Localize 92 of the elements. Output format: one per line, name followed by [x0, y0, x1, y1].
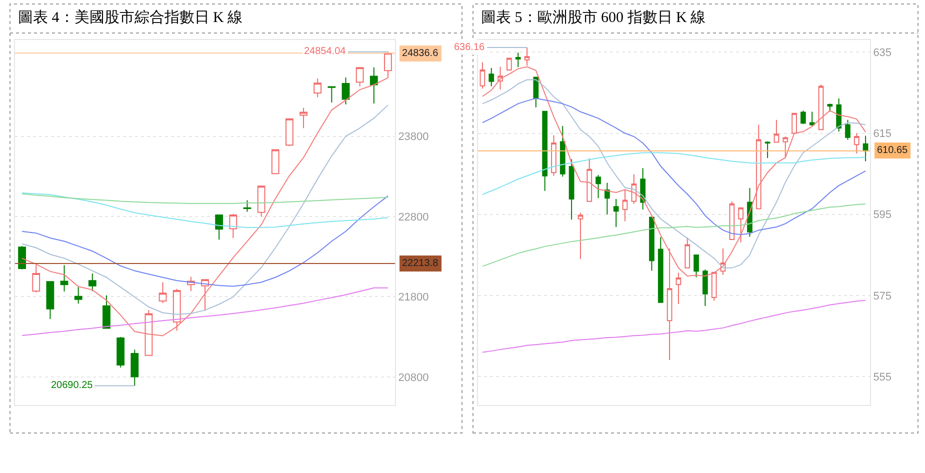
candlestick [774, 119, 780, 143]
candlestick [32, 264, 40, 293]
ref-line-label: 24836.6 [402, 48, 439, 59]
candlestick [738, 207, 744, 243]
candlestick [578, 212, 584, 260]
line-series [22, 195, 388, 287]
line-series [482, 203, 866, 267]
candlestick [800, 110, 806, 124]
candlestick [729, 200, 735, 240]
candlestick [384, 51, 392, 78]
candlestick [286, 118, 294, 147]
y-tick-label: 575 [873, 290, 892, 302]
line-series [482, 152, 866, 196]
candlestick [229, 214, 238, 238]
candlestick [74, 286, 82, 304]
candlestick [314, 78, 322, 98]
chart-title: 圖表 5：歐洲股市 600 指數日 K 線 [481, 9, 706, 26]
candlestick [18, 246, 26, 270]
candlestick [596, 174, 601, 199]
candlestick [271, 149, 280, 174]
candlestick [622, 190, 628, 222]
candlestick [604, 182, 610, 215]
ref-line-label: 610.65 [877, 145, 908, 156]
candlestick [560, 125, 566, 178]
candlestick [845, 119, 850, 140]
candlestick [370, 66, 378, 104]
candlestick [328, 86, 336, 103]
candlestick [676, 272, 682, 305]
y-tick-label: 595 [873, 209, 892, 222]
candlestick [215, 214, 224, 240]
y-tick-label: 21800 [398, 292, 429, 304]
candlestick [756, 124, 762, 210]
ref-line-label: 22213.8 [402, 258, 439, 269]
candlestick [506, 58, 512, 71]
candlestick [694, 254, 699, 278]
candlestick [158, 282, 167, 304]
candlestick [257, 185, 266, 218]
candlestick [356, 67, 364, 87]
candlestick [702, 269, 708, 307]
annotation: 20690.25 [51, 380, 94, 391]
candlestick [243, 200, 252, 212]
candlestick [144, 310, 153, 356]
candlestick [488, 67, 494, 87]
candlestick [342, 77, 350, 105]
candlestick [524, 46, 530, 66]
candlestick [684, 237, 690, 268]
line-series [22, 104, 388, 315]
candlestick [60, 264, 68, 292]
candlestick [613, 198, 619, 228]
annotation: 636.16 [454, 42, 486, 53]
line-series [22, 192, 388, 228]
candlestick [551, 134, 556, 176]
candlestick [586, 158, 592, 202]
y-tick-label: 635 [873, 47, 892, 60]
candlestick [649, 216, 654, 272]
candlestick [836, 98, 842, 132]
candlestick [782, 136, 788, 159]
candlestick [533, 76, 539, 108]
y-tick-label: 615 [873, 128, 892, 140]
candlestick [666, 248, 672, 360]
candlestick [568, 158, 574, 220]
line-series [22, 193, 388, 204]
candlestick [88, 272, 96, 292]
candlestick [862, 135, 868, 162]
candlestick [201, 279, 209, 312]
line-series [22, 287, 388, 336]
candlestick [658, 236, 664, 303]
candlestick [515, 52, 521, 68]
annotation: 24854.04 [304, 46, 346, 57]
candlestick [827, 103, 833, 112]
y-tick-label: 22800 [398, 211, 429, 224]
chart-title: 圖表 4：美國股市綜合指數日 K 線 [18, 9, 243, 26]
y-tick-label: 23800 [398, 131, 429, 144]
y-tick-label: 555 [873, 371, 892, 384]
candlestick [854, 132, 860, 154]
candlestick [764, 140, 770, 159]
candlestick [711, 272, 717, 302]
candlestick [172, 288, 181, 332]
candlestick [300, 107, 308, 129]
candlestick [809, 111, 815, 127]
line-series [482, 300, 866, 353]
candlestick [46, 281, 54, 320]
line-series [22, 77, 388, 336]
candlestick [792, 112, 797, 134]
candlestick [116, 336, 124, 368]
candlestick [130, 349, 139, 386]
y-tick-label: 20800 [398, 372, 429, 384]
candlestick [480, 62, 486, 90]
candlestick [818, 84, 824, 130]
candlestick [542, 110, 548, 192]
line-series [482, 98, 866, 236]
candlestick [102, 294, 110, 330]
